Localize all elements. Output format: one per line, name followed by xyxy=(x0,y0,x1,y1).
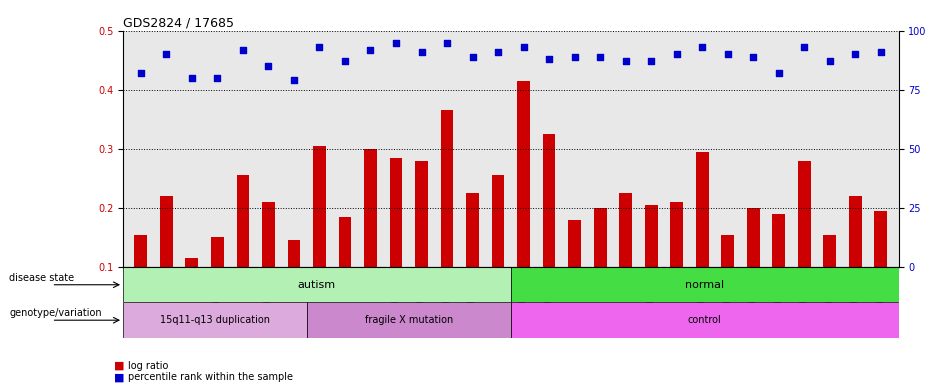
Bar xyxy=(313,146,325,326)
Point xyxy=(873,49,888,55)
Text: GDS2824 / 17685: GDS2824 / 17685 xyxy=(123,17,234,30)
Bar xyxy=(236,175,250,326)
Point xyxy=(848,51,863,58)
Bar xyxy=(747,208,760,326)
Bar xyxy=(160,196,173,326)
Bar xyxy=(288,240,300,326)
Point xyxy=(516,44,531,50)
Bar xyxy=(569,220,581,326)
Bar xyxy=(185,258,199,326)
Point xyxy=(210,75,225,81)
Point xyxy=(669,51,684,58)
Point xyxy=(389,40,404,46)
Point xyxy=(567,54,582,60)
Bar xyxy=(823,235,836,326)
Text: log ratio: log ratio xyxy=(128,361,168,371)
Text: percentile rank within the sample: percentile rank within the sample xyxy=(128,372,292,382)
Point xyxy=(312,44,327,50)
Bar xyxy=(671,202,683,326)
Bar xyxy=(466,193,479,326)
Bar xyxy=(511,267,899,303)
Bar xyxy=(511,303,899,338)
Point xyxy=(414,49,429,55)
Text: disease state: disease state xyxy=(9,273,75,283)
Point xyxy=(720,51,735,58)
Bar xyxy=(364,149,377,326)
Text: fragile X mutation: fragile X mutation xyxy=(364,315,453,325)
Bar xyxy=(492,175,504,326)
Bar xyxy=(339,217,351,326)
Bar xyxy=(849,196,862,326)
Text: control: control xyxy=(688,315,722,325)
Point xyxy=(440,40,455,46)
Bar xyxy=(517,81,530,326)
Bar xyxy=(390,158,402,326)
Text: ■: ■ xyxy=(114,361,124,371)
Point xyxy=(797,44,812,50)
Bar xyxy=(645,205,657,326)
Point xyxy=(338,58,353,65)
Point xyxy=(363,46,378,53)
Point xyxy=(745,54,761,60)
Point xyxy=(287,77,302,83)
Bar xyxy=(594,208,606,326)
Bar xyxy=(696,152,709,326)
Point xyxy=(159,51,174,58)
Bar xyxy=(874,211,887,326)
Bar xyxy=(123,303,307,338)
Bar xyxy=(211,237,224,326)
FancyArrow shape xyxy=(114,281,122,285)
Point xyxy=(133,70,149,76)
Text: autism: autism xyxy=(298,280,336,290)
Bar xyxy=(772,214,785,326)
Text: ■: ■ xyxy=(114,372,124,382)
Point xyxy=(261,63,276,69)
Bar xyxy=(797,161,811,326)
Point xyxy=(694,44,710,50)
Bar xyxy=(262,202,274,326)
Point xyxy=(236,46,251,53)
Point xyxy=(643,58,658,65)
Bar xyxy=(543,134,555,326)
Text: genotype/variation: genotype/variation xyxy=(9,308,102,318)
Point xyxy=(771,70,786,76)
Point xyxy=(465,54,481,60)
Bar xyxy=(722,235,734,326)
Bar xyxy=(123,267,511,303)
Text: 15q11-q13 duplication: 15q11-q13 duplication xyxy=(160,315,270,325)
Bar xyxy=(134,235,148,326)
Point xyxy=(618,58,633,65)
Bar xyxy=(415,161,428,326)
Bar xyxy=(307,303,511,338)
Point xyxy=(592,54,607,60)
Bar xyxy=(441,111,453,326)
Text: normal: normal xyxy=(685,280,725,290)
Bar xyxy=(620,193,632,326)
Point xyxy=(184,75,200,81)
Point xyxy=(822,58,837,65)
Point xyxy=(541,56,556,62)
Point xyxy=(491,49,506,55)
